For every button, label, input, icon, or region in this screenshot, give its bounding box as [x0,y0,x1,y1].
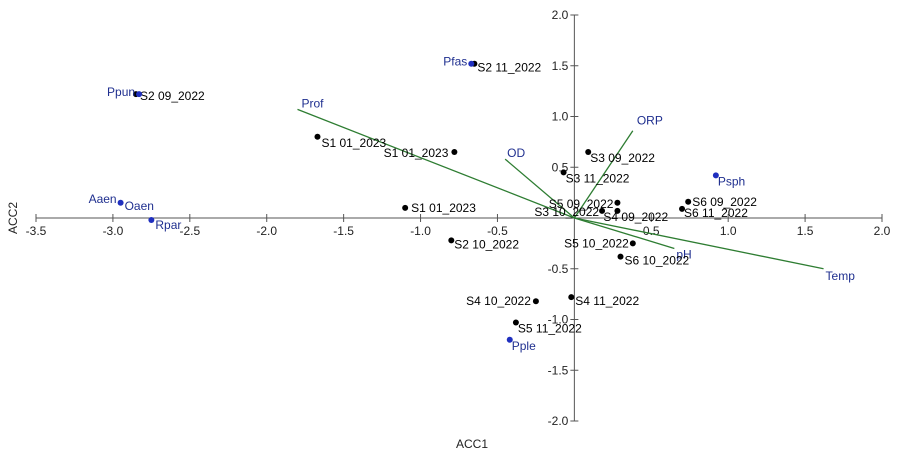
site-label: S2 11_2022 [477,61,541,75]
x-tick-label: -0.5 [487,224,508,238]
x-tick-label: -2.5 [179,224,200,238]
x-tick-label: 0.5 [643,224,660,238]
vector-ph [574,217,675,250]
y-tick-label: 1.5 [552,59,569,73]
y-tick-label: -2.0 [548,414,569,428]
x-tick-label: 1.5 [797,224,814,238]
x-tick-label: -3.5 [26,224,47,238]
site-point [614,199,621,206]
site-point [560,169,567,176]
site-label: S5 10_2022 [564,236,629,250]
site-point [679,205,686,212]
vector-temp [574,217,824,270]
site-label: S3 11_2022 [566,171,630,185]
site-label: S6 11_2022 [684,206,748,220]
site-label: S5 11_2022 [518,322,582,336]
x-tick-label: 1.0 [720,224,737,238]
site-point [451,149,458,156]
y-tick-label: -1.0 [548,313,569,327]
x-tick-label: -1.0 [410,224,431,238]
site-point [512,319,519,326]
site-label: S1 01_2023 [384,146,449,160]
site-label: S4 09_2022 [603,210,668,224]
vector-orp [573,130,634,219]
site-label: S6 09_2022 [692,195,757,209]
site-point [448,237,455,244]
vector-label: OD [507,146,525,160]
y-axis-title: ACC2 [6,202,20,234]
species-label: Pple [512,339,536,353]
y-tick-label: 2.0 [552,8,569,22]
species-point [712,172,719,179]
site-label: S5 09_2022 [549,197,614,211]
species-label: Aaen [89,192,117,206]
site-label: S4 11_2022 [575,294,639,308]
vector-od [504,158,575,219]
species-label: Oaen [125,199,154,213]
species-point [136,91,143,98]
species-label: Psph [718,174,745,188]
species-label: Pfas [443,55,467,69]
site-label: S3 10_2022 [534,205,599,219]
site-point [568,294,575,301]
axes: -3.5 -3.0 -2.5 -2.0 -1.5 -1.0 -0.5 0.5 1.0 1.5 2.0… [26,8,891,428]
site-point [585,149,592,156]
species-point [117,199,124,206]
site-label: S2 09_2022 [140,89,205,103]
vector-label: ORP [637,114,663,128]
species-point [148,217,155,224]
vector-label: Prof [301,96,324,110]
vector-label: pH [676,247,691,261]
species-label: Rpar [155,218,181,232]
x-tick-label: -3.0 [103,224,124,238]
y-tick-label: -1.5 [548,363,569,377]
species-point [468,60,475,67]
y-tick-label: 1.0 [552,110,569,124]
species-label: Ppun [107,85,135,99]
site-label: S2 10_2022 [454,237,519,251]
x-tick-label: -2.0 [256,224,277,238]
site-label: S1 01_2023 [321,136,386,150]
environmental-vectors: Prof OD ORP pH Temp [297,96,856,283]
site-label: S1 01_2023 [411,201,476,215]
vector-label: Temp [826,269,856,283]
site-point [614,207,621,214]
site-label: S6 10_2022 [625,254,690,268]
site-label: S4 10_2022 [466,294,531,308]
x-axis-title: ACC1 [456,437,488,451]
x-tick-label: -1.5 [333,224,354,238]
vector-prof [297,108,575,219]
species-point [506,336,513,343]
site-label: S3 09_2022 [590,151,655,165]
site-point [617,253,624,260]
y-tick-label: -0.5 [548,262,569,276]
x-tick-label: 2.0 [874,224,891,238]
site-point [599,207,606,214]
site-point [314,133,321,140]
site-point [685,198,692,205]
site-point [532,298,539,305]
site-point [629,240,636,247]
site-point [402,204,409,211]
